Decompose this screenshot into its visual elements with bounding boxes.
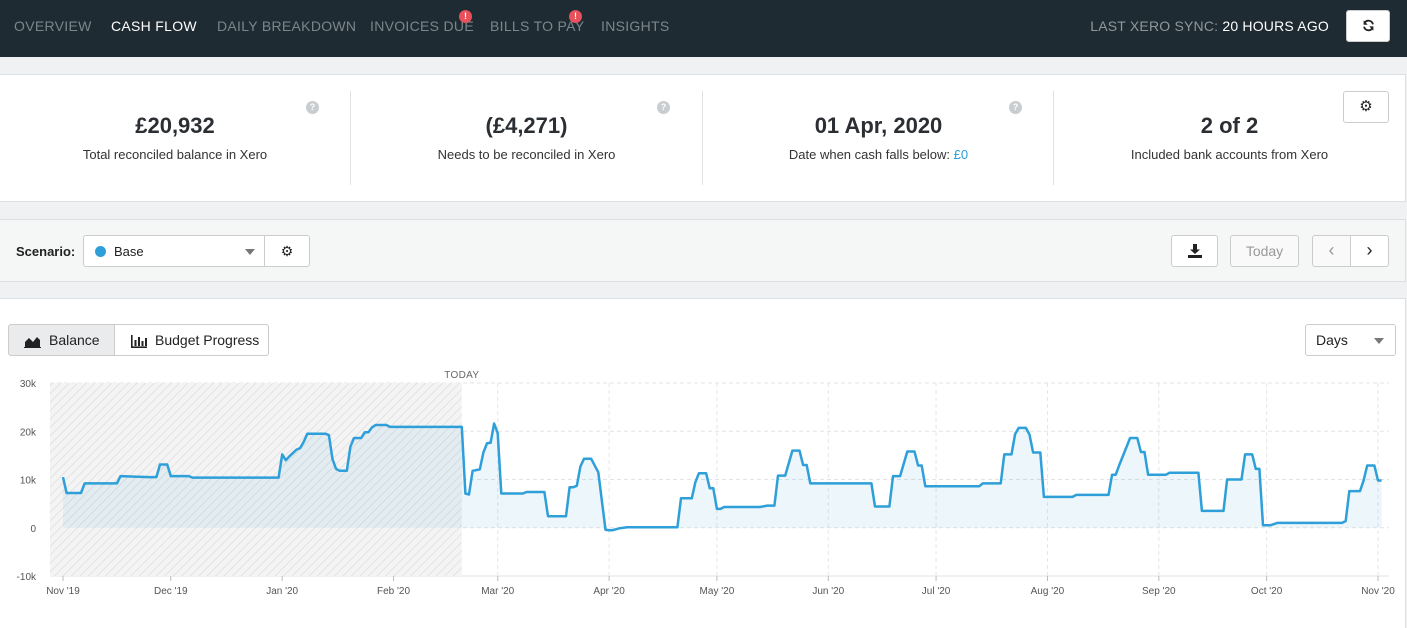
last-sync-value: 20 HOURS AGO	[1222, 18, 1329, 34]
help-icon[interactable]: ?	[1009, 101, 1022, 114]
stat-label: Needs to be reconciled in Xero	[437, 147, 616, 162]
gear-icon: ⚙	[1359, 98, 1373, 115]
chart-panel: Balance Budget Progress Days 30k 20k 10k 0 -…	[0, 298, 1406, 628]
stat-bank-accounts: 2 of 2 Included bank accounts from Xero	[1054, 75, 1405, 203]
stat-reconciled-balance: £20,932 Total reconciled balance in Xero…	[0, 75, 350, 203]
help-icon[interactable]: ?	[306, 101, 319, 114]
budget-progress-toggle-label: Budget Progress	[155, 332, 260, 348]
stat-value: 01 Apr, 2020	[814, 113, 943, 138]
scenario-bar: Scenario: Base ⚙ Today ‹ ›	[0, 219, 1406, 282]
x-tick-label: May '20	[700, 586, 735, 597]
help-icon[interactable]: ?	[657, 101, 670, 114]
tab-bills-to-pay[interactable]: BILLS TO PAY	[490, 18, 585, 34]
gear-icon: ⚙	[280, 243, 294, 259]
top-nav: OVERVIEW CASH FLOW DAILY BREAKDOWN INVOI…	[0, 0, 1407, 57]
today-button[interactable]: Today	[1230, 235, 1299, 267]
bills-alert-icon: !	[569, 10, 582, 23]
stat-cash-falls-below: 01 Apr, 2020 Date when cash falls below:…	[703, 75, 1054, 203]
threshold-link[interactable]: £0	[953, 147, 969, 162]
accounts-settings-button[interactable]: ⚙	[1343, 91, 1389, 123]
invoices-alert-icon: !	[459, 10, 472, 23]
refresh-icon	[1362, 20, 1374, 32]
bar-chart-icon	[131, 334, 147, 348]
x-tick-label: Apr '20	[593, 586, 625, 597]
balance-chart: 30k 20k 10k 0 -10k Nov '19 Dec '19 Jan '20 Feb …	[17, 370, 1396, 597]
period-select[interactable]: Days	[1305, 324, 1396, 356]
x-tick-label: Dec '19	[154, 586, 188, 597]
stat-label: Date when cash falls below: £0	[703, 147, 1054, 162]
period-selected-value: Days	[1316, 332, 1348, 348]
divider	[350, 91, 351, 185]
stat-label: Total reconciled balance in Xero	[82, 147, 268, 162]
next-period-button[interactable]: ›	[1350, 235, 1389, 267]
summary-panel: £20,932 Total reconciled balance in Xero…	[0, 74, 1406, 202]
divider	[1053, 91, 1054, 185]
stat-value: (£4,271)	[485, 113, 568, 138]
x-tick-label: Jan '20	[266, 586, 298, 597]
stat-value: 2 of 2	[1200, 113, 1259, 138]
scenario-select[interactable]: Base	[83, 235, 265, 267]
tab-insights[interactable]: INSIGHTS	[601, 18, 670, 34]
last-sync-label: LAST XERO SYNC:	[1090, 18, 1219, 34]
tab-invoices-due[interactable]: INVOICES DUE	[370, 18, 474, 34]
previous-period-button[interactable]: ‹	[1312, 235, 1351, 267]
tab-daily-breakdown[interactable]: DAILY BREAKDOWN	[217, 18, 357, 34]
tab-cash-flow[interactable]: CASH FLOW	[111, 18, 197, 34]
scenario-color-dot	[95, 246, 106, 257]
y-tick-label: -10k	[17, 572, 37, 583]
refresh-button[interactable]	[1346, 10, 1390, 42]
download-button[interactable]	[1171, 235, 1218, 267]
x-tick-label: Aug '20	[1031, 586, 1065, 597]
x-tick-label: Nov '20	[1361, 586, 1395, 597]
x-tick-label: Feb '20	[377, 586, 410, 597]
scenario-selected-value: Base	[114, 244, 144, 259]
x-tick-label: Nov '19	[46, 586, 80, 597]
balance-toggle-label: Balance	[49, 332, 100, 348]
y-tick-label: 20k	[20, 427, 37, 438]
x-tick-label: Jun '20	[812, 586, 844, 597]
x-tick-label: Jul '20	[922, 586, 951, 597]
x-tick-label: Sep '20	[1142, 586, 1176, 597]
balance-series-line	[61, 422, 1382, 532]
chevron-down-icon	[245, 249, 255, 255]
divider	[702, 91, 703, 185]
stat-label-text: Date when cash falls below:	[788, 147, 951, 162]
chevron-down-icon	[1374, 338, 1384, 344]
stat-label: Included bank accounts from Xero	[1130, 147, 1329, 162]
scenario-settings-button[interactable]: ⚙	[264, 235, 310, 267]
download-icon	[1187, 244, 1202, 258]
y-tick-label: 30k	[20, 379, 37, 390]
stat-value: £20,932	[135, 113, 215, 138]
budget-progress-toggle[interactable]: Budget Progress	[114, 324, 269, 356]
balance-area	[63, 423, 1382, 531]
scenario-label: Scenario:	[16, 244, 76, 259]
y-tick-label: 0	[30, 524, 36, 535]
today-marker-label: TODAY	[444, 370, 479, 381]
area-chart-icon	[24, 336, 41, 348]
y-tick-label: 10k	[20, 476, 37, 487]
stat-needs-reconcile: (£4,271) Needs to be reconciled in Xero …	[351, 75, 702, 203]
tab-overview[interactable]: OVERVIEW	[14, 18, 92, 34]
x-tick-label: Mar '20	[481, 586, 514, 597]
x-tick-label: Oct '20	[1251, 586, 1283, 597]
last-sync-status: LAST XERO SYNC: 20 HOURS AGO	[1090, 18, 1329, 34]
